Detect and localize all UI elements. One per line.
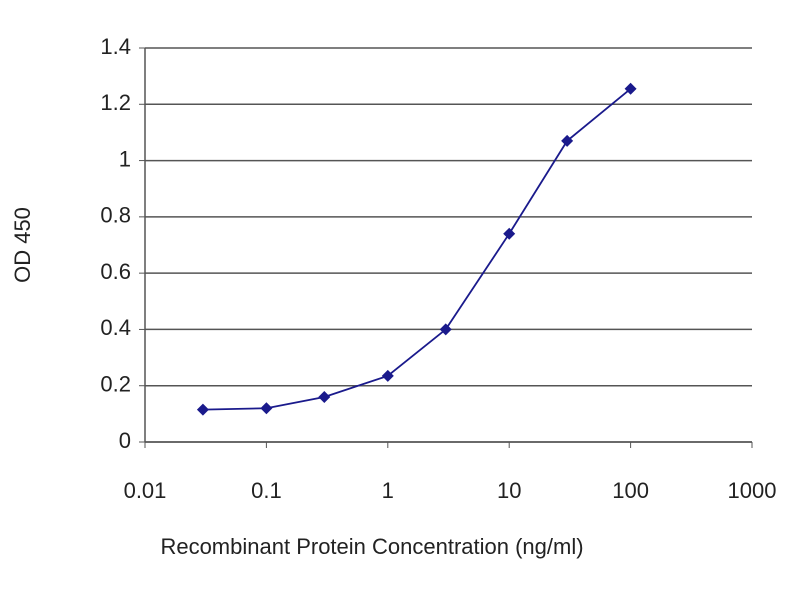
x-tick-label: 1 <box>382 478 394 503</box>
y-axis-label: OD 450 <box>10 207 35 283</box>
x-tick-label: 1000 <box>728 478 777 503</box>
data-point <box>561 134 574 147</box>
y-tick-label: 1 <box>119 146 131 171</box>
data-point <box>318 390 331 403</box>
data-point <box>381 369 394 382</box>
x-tick-label: 10 <box>497 478 521 503</box>
y-tick-label: 0 <box>119 428 131 453</box>
data-point <box>196 403 209 416</box>
y-tick-label: 1.2 <box>100 90 131 115</box>
x-tick-label: 100 <box>612 478 649 503</box>
data-point <box>260 402 273 415</box>
x-axis-label: Recombinant Protein Concentration (ng/ml… <box>160 534 583 559</box>
y-tick-label: 0.8 <box>100 203 131 228</box>
x-tick-label: 0.01 <box>124 478 167 503</box>
series-line <box>202 88 632 411</box>
data-point <box>439 323 452 336</box>
x-tick-label: 0.1 <box>251 478 282 503</box>
y-tick-label: 0.4 <box>100 315 131 340</box>
data-point <box>503 227 516 240</box>
y-tick-label: 1.4 <box>100 34 131 59</box>
y-tick-label: 0.2 <box>100 372 131 397</box>
data-point <box>624 82 637 95</box>
y-tick-label: 0.6 <box>100 259 131 284</box>
